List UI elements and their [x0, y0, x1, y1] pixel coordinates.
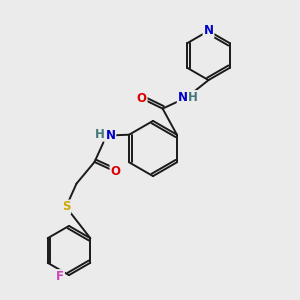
Text: H: H [95, 128, 105, 141]
Text: H: H [188, 91, 198, 104]
Text: N: N [203, 24, 214, 38]
Text: S: S [62, 200, 70, 214]
Text: O: O [136, 92, 147, 105]
Text: N: N [105, 129, 116, 142]
Text: N: N [178, 91, 188, 104]
Text: O: O [110, 165, 121, 178]
Text: F: F [56, 270, 64, 283]
